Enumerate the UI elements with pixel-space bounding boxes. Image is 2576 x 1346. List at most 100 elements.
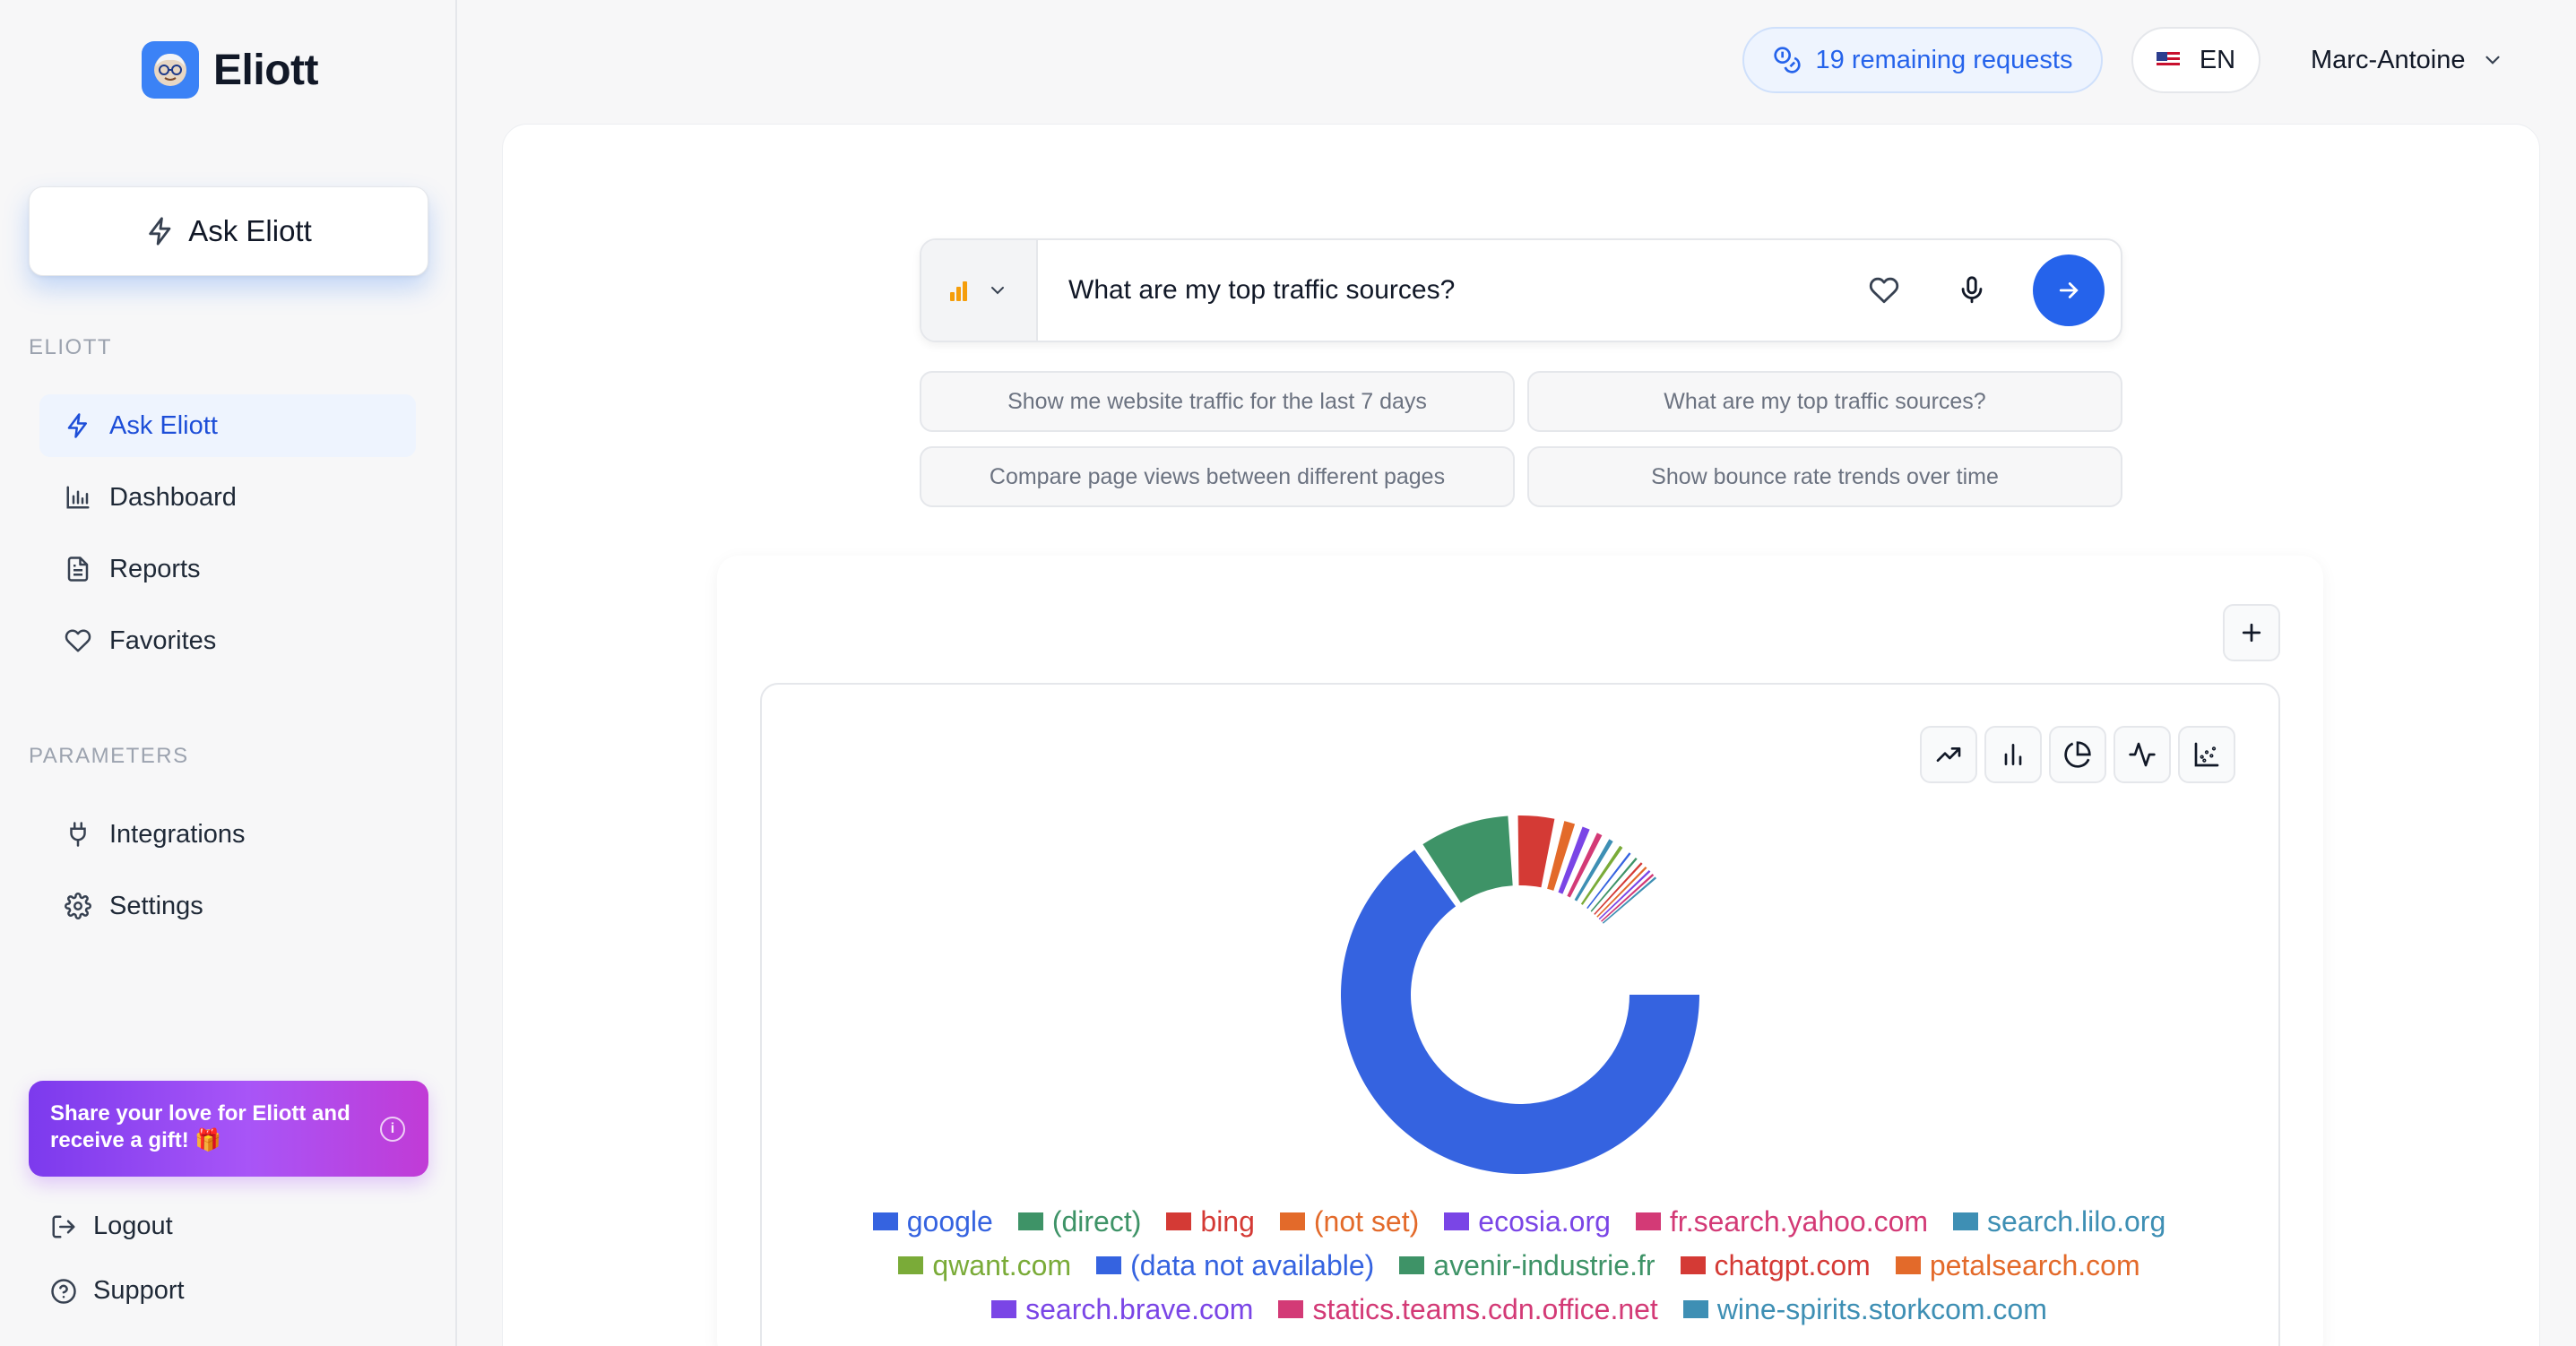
donut-slice[interactable] — [1517, 815, 1555, 888]
chevron-down-icon — [990, 287, 1004, 295]
add-to-dashboard-button[interactable] — [2223, 604, 2280, 661]
legend-swatch — [872, 1212, 898, 1230]
legend-swatch — [1682, 1300, 1708, 1318]
donut-slice[interactable] — [1567, 833, 1603, 898]
donut-slice[interactable] — [1586, 852, 1631, 910]
donut-slice[interactable] — [1341, 850, 1699, 1174]
legend-item[interactable]: (not set) — [1279, 1200, 1420, 1243]
legend-swatch — [898, 1256, 924, 1274]
traffic-sources-donut — [1341, 815, 1699, 1174]
legend-swatch — [1096, 1256, 1122, 1274]
legend-label: chatgpt.com — [1714, 1249, 1871, 1281]
legend-label: (not set) — [1313, 1205, 1420, 1238]
analytics-icon — [949, 280, 969, 301]
legend-item[interactable]: (direct) — [1017, 1200, 1142, 1243]
sidebar-item-label: Dashboard — [109, 482, 237, 512]
user-name: Marc-Antoine — [2311, 45, 2466, 74]
favorite-button[interactable] — [1857, 263, 1911, 317]
donut-slice[interactable] — [1594, 862, 1643, 915]
donut-slice[interactable] — [1598, 869, 1651, 920]
voice-input-button[interactable] — [1945, 263, 1999, 317]
arrow-right-icon — [2059, 282, 2079, 298]
app-logo[interactable]: Eliott — [142, 41, 318, 99]
gift-banner[interactable]: Share your love for Eliott and receive a… — [29, 1081, 428, 1177]
ask-eliott-button[interactable]: Ask Eliott — [29, 186, 428, 276]
donut-slice[interactable] — [1574, 839, 1613, 902]
plug-icon — [70, 822, 86, 847]
legend-item[interactable]: petalsearch.com — [1895, 1244, 2140, 1287]
legend-label: search.brave.com — [1025, 1293, 1254, 1325]
sidebar-item-integrations[interactable]: Integrations — [39, 803, 416, 866]
legend-item[interactable]: google — [872, 1200, 993, 1243]
remaining-requests-badge[interactable]: 19 remaining requests — [1742, 27, 2103, 93]
suggestion-chip[interactable]: Compare page views between different pag… — [920, 446, 1515, 507]
language-selector[interactable]: EN — [2131, 27, 2260, 93]
sidebar-item-label: Favorites — [109, 626, 217, 655]
legend-label: bing — [1200, 1205, 1255, 1238]
donut-slice[interactable] — [1547, 821, 1576, 891]
sidebar-item-label: Reports — [109, 554, 201, 583]
sidebar-item-ask-eliott[interactable]: Ask Eliott — [39, 394, 416, 457]
query-input[interactable] — [1038, 240, 1857, 341]
document-icon — [67, 557, 89, 582]
scatter-icon — [2194, 742, 2219, 767]
legend-item[interactable]: (data not available) — [1096, 1244, 1374, 1287]
data-source-selector[interactable] — [921, 240, 1038, 341]
area-chart-type-button[interactable] — [2114, 726, 2171, 783]
sidebar-item-label: Settings — [109, 891, 203, 920]
pie-chart-type-button[interactable] — [2049, 726, 2106, 783]
legend-item[interactable]: ecosia.org — [1444, 1200, 1611, 1243]
suggestion-chip[interactable]: What are my top traffic sources? — [1527, 371, 2122, 432]
sidebar-item-label: Ask Eliott — [109, 410, 218, 440]
donut-slice[interactable] — [1580, 845, 1623, 905]
legend-label: fr.search.yahoo.com — [1669, 1205, 1929, 1238]
eliott-avatar-icon — [142, 41, 199, 99]
suggestion-chip[interactable]: Show bounce rate trends over time — [1527, 446, 2122, 507]
scatter-chart-type-button[interactable] — [2178, 726, 2235, 783]
sidebar-item-reports[interactable]: Reports — [39, 538, 416, 600]
legend-item[interactable]: search.brave.com — [991, 1288, 1253, 1331]
sidebar-item-dashboard[interactable]: Dashboard — [39, 466, 416, 529]
section-label-eliott: ELIOTT — [29, 335, 113, 359]
donut-slice[interactable] — [1601, 874, 1655, 922]
legend-label: search.lilo.org — [1987, 1205, 2166, 1238]
plus-icon — [2242, 623, 2261, 643]
bolt-icon — [67, 413, 87, 438]
language-code: EN — [2199, 45, 2236, 74]
legend-item[interactable]: chatgpt.com — [1680, 1244, 1871, 1287]
info-icon[interactable]: i — [380, 1117, 405, 1142]
legend-item[interactable]: wine-spirits.storkcom.com — [1682, 1288, 2047, 1331]
line-chart-type-button[interactable] — [1920, 726, 1977, 783]
heart-icon — [65, 629, 91, 652]
legend-swatch — [1017, 1212, 1043, 1230]
legend-item[interactable]: fr.search.yahoo.com — [1635, 1200, 1929, 1243]
donut-slice[interactable] — [1422, 815, 1513, 903]
legend-label: (direct) — [1051, 1205, 1142, 1238]
logout-link[interactable]: Logout — [50, 1212, 173, 1241]
legend-item[interactable]: qwant.com — [898, 1244, 1071, 1287]
send-button[interactable] — [2033, 255, 2105, 326]
donut-slice[interactable] — [1596, 866, 1647, 918]
legend-swatch — [1680, 1256, 1706, 1274]
query-bar — [920, 238, 2122, 342]
user-menu[interactable]: Marc-Antoine — [2311, 27, 2504, 93]
sidebar-item-label: Integrations — [109, 819, 246, 849]
legend-item[interactable]: avenir-industrie.fr — [1399, 1244, 1655, 1287]
sidebar: Eliott Ask Eliott ELIOTT Ask Eliott Dash… — [0, 0, 457, 1346]
logout-icon — [52, 1215, 75, 1238]
donut-slice[interactable] — [1602, 876, 1657, 924]
bar-chart-type-button[interactable] — [1984, 726, 2042, 783]
legend-item[interactable]: search.lilo.org — [1953, 1200, 2165, 1243]
sidebar-item-settings[interactable]: Settings — [39, 875, 416, 937]
legend-item[interactable]: bing — [1166, 1200, 1255, 1243]
support-link[interactable]: Support — [50, 1276, 185, 1306]
help-circle-icon — [51, 1278, 76, 1304]
suggestion-chip[interactable]: Show me website traffic for the last 7 d… — [920, 371, 1515, 432]
sidebar-item-favorites[interactable]: Favorites — [39, 609, 416, 672]
gift-banner-text: Share your love for Eliott and receive a… — [50, 1101, 350, 1152]
donut-slice[interactable] — [1558, 826, 1590, 894]
legend-label: ecosia.org — [1478, 1205, 1611, 1238]
donut-slice[interactable] — [1590, 858, 1638, 912]
legend-label: avenir-industrie.fr — [1433, 1249, 1655, 1281]
legend-item[interactable]: statics.teams.cdn.office.net — [1278, 1288, 1658, 1331]
